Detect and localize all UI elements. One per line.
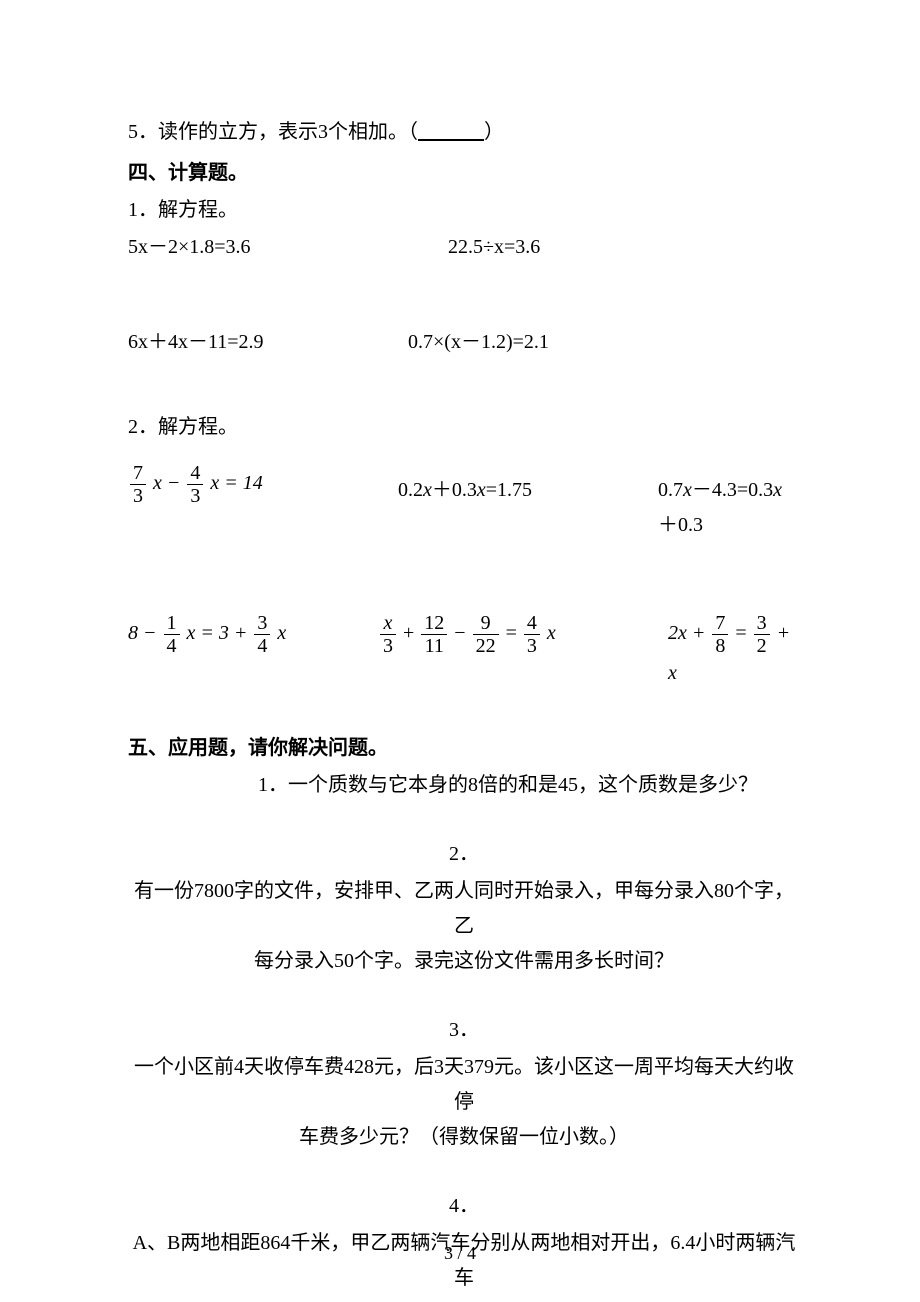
num: 7: [712, 613, 728, 635]
c-pre: 0.7: [658, 479, 683, 501]
den: 4: [164, 635, 180, 656]
bx2: x: [477, 479, 486, 501]
q3-5-suffix: ）: [484, 121, 504, 143]
c-tail: ＋0.3: [658, 514, 703, 536]
cx2: x: [773, 479, 782, 501]
s4-q2-r1-a: 73 x − 43 x = 14: [128, 463, 398, 543]
txt: x −: [153, 472, 180, 494]
s5-q3-l2: 车费多少元？（得数保留一位小数。）: [128, 1120, 800, 1155]
bx1: x: [423, 479, 432, 501]
b-mid: ＋0.3: [432, 479, 477, 501]
num: 3: [254, 613, 270, 635]
b-p2: −: [454, 622, 465, 644]
den: 3: [380, 635, 396, 656]
section4-title: 四、计算题。: [128, 156, 800, 191]
c-mid: －4.3=0.3: [692, 479, 773, 501]
section5-title: 五、应用题，请你解决问题。: [128, 731, 800, 766]
s5-q4-num: 4．: [128, 1189, 800, 1224]
frac-3-2: 32: [754, 613, 770, 656]
s4-q2-r1-c: 0.7x－4.3=0.3x＋0.3: [658, 463, 800, 543]
num: 12: [421, 613, 447, 635]
s4-q2-row1: 73 x − 43 x = 14 0.2x＋0.3x=1.75 0.7x－4.3…: [128, 463, 800, 543]
b-tail: x: [547, 622, 556, 644]
r1a-mid: x −: [153, 472, 180, 494]
frac-x-3: x3: [380, 613, 396, 656]
den: 3: [524, 635, 540, 656]
a-tail: x: [277, 622, 286, 644]
s4-q1-row1: 5x－2×1.8=3.6 22.5÷x=3.6: [128, 230, 800, 265]
s4-q1-row2: 6x＋4x－11=2.9 0.7×(x－1.2)=2.1: [128, 325, 800, 360]
num: 4: [524, 613, 540, 635]
den: 8: [712, 635, 728, 656]
s5-q3-l1: 一个小区前4天收停车费428元，后3天379元。该小区这一周平均每天大约收停: [128, 1050, 800, 1120]
frac-12-11: 1211: [421, 613, 447, 656]
s4-q1-label: 1．解方程。: [128, 193, 800, 228]
frac-9-22: 922: [473, 613, 499, 656]
b-tail: =1.75: [486, 479, 532, 501]
b-p1: +: [403, 622, 414, 644]
den: 3: [187, 485, 203, 506]
c-mid: =: [735, 622, 746, 644]
s5-q2: 2． 有一份7800字的文件，安排甲、乙两人同时开始录入，甲每分录入80个字，乙…: [128, 837, 800, 979]
s4-q2-r1-b: 0.2x＋0.3x=1.75: [398, 463, 658, 543]
r1a-tail: x = 14: [210, 472, 262, 494]
q3-5-prefix: 5．读作的立方，表示3个相加。（: [128, 121, 418, 143]
num: 1: [164, 613, 180, 635]
num: 7: [130, 463, 146, 485]
s4-q2-label: 2．解方程。: [128, 410, 800, 445]
s5-q2-l1: 有一份7800字的文件，安排甲、乙两人同时开始录入，甲每分录入80个字，乙: [128, 874, 800, 944]
s4-q1-r2-b: 0.7×(x－1.2)=2.1: [408, 325, 668, 360]
q3-5: 5．读作的立方，表示3个相加。（ ）: [128, 115, 800, 150]
den: 22: [473, 635, 499, 656]
den: 3: [130, 485, 146, 506]
frac-4-3b: 43: [524, 613, 540, 656]
page-number: 3 / 4: [0, 1243, 920, 1264]
s5-q2-l2: 每分录入50个字。录完这份文件需用多长时间？: [128, 944, 800, 979]
frac-7-3: 73: [130, 463, 146, 506]
s4-q1-r1-a: 5x－2×1.8=3.6: [128, 230, 448, 265]
frac-4-3: 43: [187, 463, 203, 506]
s5-q1: 1．一个质数与它本身的8倍的和是45，这个质数是多少？: [128, 768, 800, 803]
document-page: 5．读作的立方，表示3个相加。（ ） 四、计算题。 1．解方程。 5x－2×1.…: [0, 0, 920, 1296]
s4-q1-r2-a: 6x＋4x－11=2.9: [128, 325, 408, 360]
s4-q2-r2-b: x3 + 1211 − 922 = 43 x: [378, 613, 668, 691]
num: 4: [187, 463, 203, 485]
s5-q3-num: 3．: [128, 1013, 800, 1048]
num: 9: [473, 613, 499, 635]
q3-5-blank: [418, 121, 484, 143]
s4-q1-r1-b: 22.5÷x=3.6: [448, 230, 708, 265]
den: 11: [421, 635, 447, 656]
a-mid: x = 3 +: [187, 622, 248, 644]
s5-q3: 3． 一个小区前4天收停车费428元，后3天379元。该小区这一周平均每天大约收…: [128, 1013, 800, 1155]
frac-3-4: 34: [254, 613, 270, 656]
cx1: x: [683, 479, 692, 501]
s5-q2-num: 2．: [128, 837, 800, 872]
b-pre: 0.2: [398, 479, 423, 501]
c-pre: 2x +: [668, 622, 705, 644]
s4-q2-r2-c: 2x + 78 = 32 + x: [668, 613, 800, 691]
s4-q2-row2: 8 − 14 x = 3 + 34 x x3 + 1211 − 922 = 43…: [128, 613, 800, 691]
frac-1-4: 14: [164, 613, 180, 656]
num: 3: [754, 613, 770, 635]
num: x: [380, 613, 396, 635]
frac-7-8: 78: [712, 613, 728, 656]
den: 4: [254, 635, 270, 656]
a-pre: 8 −: [128, 622, 157, 644]
den: 2: [754, 635, 770, 656]
b-p3: =: [506, 622, 517, 644]
s4-q2-r2-a: 8 − 14 x = 3 + 34 x: [128, 613, 378, 691]
